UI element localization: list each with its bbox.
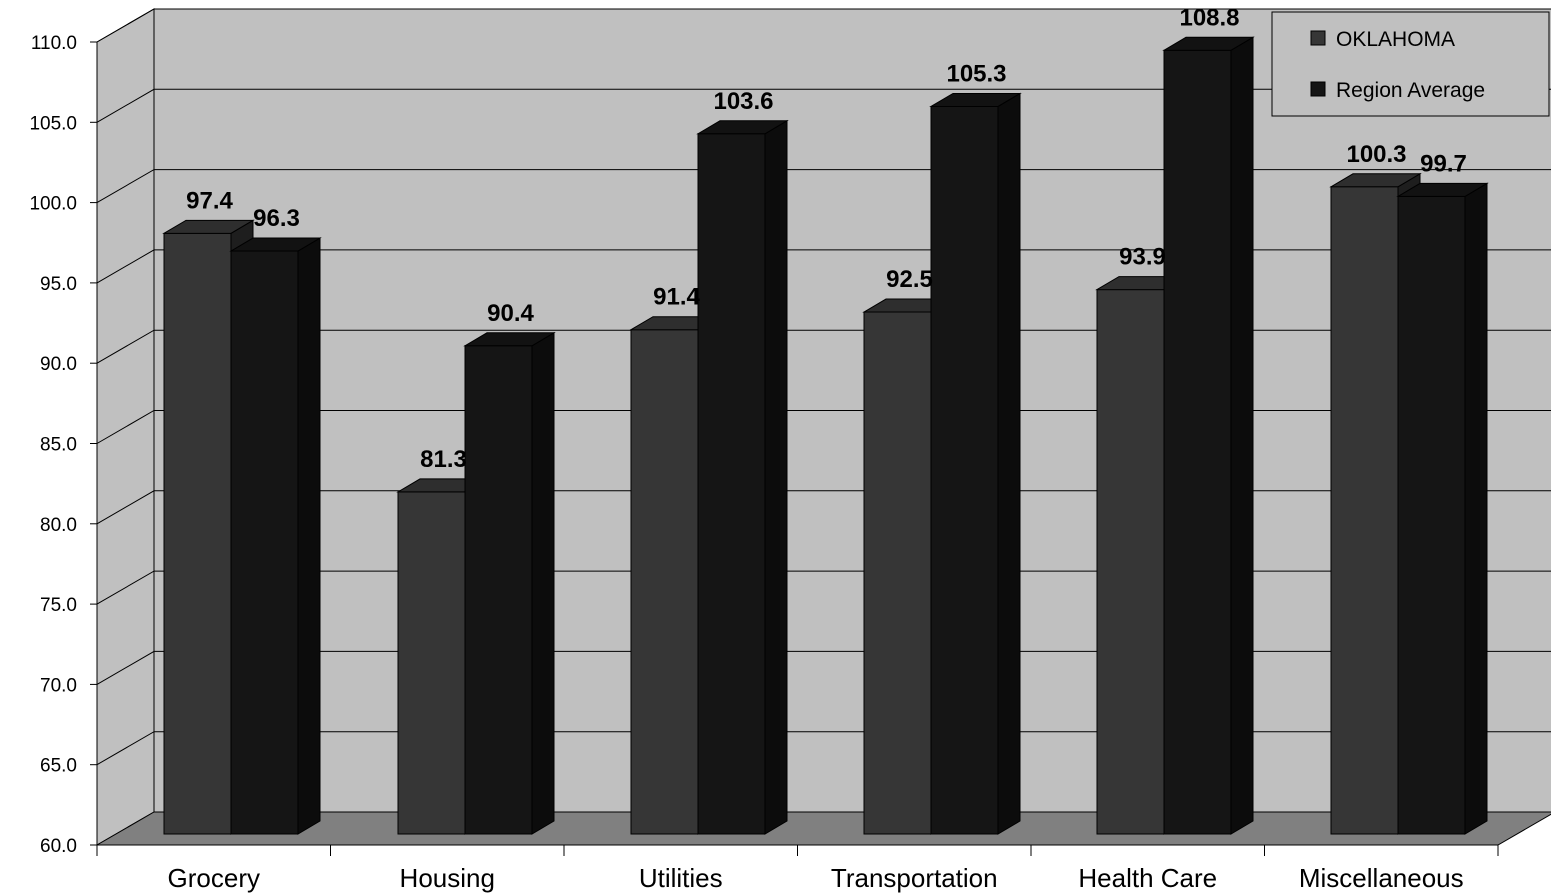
gridline <box>96 249 1551 284</box>
gridlines <box>96 8 1551 766</box>
legend-label-oklahoma: OKLAHOMA <box>1336 28 1455 51</box>
gridline <box>96 570 1551 605</box>
y-tick-label: 85.0 <box>40 435 77 456</box>
category-label: Utilities <box>639 863 723 893</box>
gridline <box>96 410 1551 444</box>
bar-region-average <box>1396 182 1489 835</box>
bar-region-average <box>1162 36 1255 835</box>
category-label: Health Care <box>1078 863 1217 893</box>
y-tick-label: 105.0 <box>29 113 77 134</box>
y-tick-label: 80.0 <box>40 515 77 536</box>
data-labels: 97.4 96.3 81.3 90.4 91.4 103.6 92.5 105.3 93.9 10… <box>186 4 1467 473</box>
legend-label-region-average: Region Average <box>1336 79 1485 102</box>
y-tick-label: 95.0 <box>40 274 77 295</box>
data-label: 97.4 <box>186 187 233 214</box>
data-label: 108.8 <box>1179 4 1239 31</box>
data-label: 100.3 <box>1346 141 1406 168</box>
gridline <box>96 329 1551 364</box>
data-label: 92.5 <box>886 266 933 293</box>
bars <box>162 36 1489 835</box>
y-tick-label: 75.0 <box>40 595 77 616</box>
bar-region-average <box>229 237 322 835</box>
y-tick-label: 65.0 <box>40 756 77 777</box>
gridline <box>96 169 1551 204</box>
data-label: 90.4 <box>487 300 534 327</box>
gridline <box>96 731 1551 766</box>
data-label: 103.6 <box>713 88 773 115</box>
legend-swatch-region-average <box>1310 81 1326 97</box>
gridline <box>96 490 1551 525</box>
data-label: 91.4 <box>653 284 700 311</box>
bar-region-average <box>929 92 1022 835</box>
data-label: 99.7 <box>1420 150 1467 177</box>
legend-box <box>1271 11 1550 117</box>
gridline <box>96 650 1551 685</box>
data-label: 105.3 <box>946 60 1006 87</box>
y-tick-label: 90.0 <box>40 354 77 375</box>
y-tick-label: 70.0 <box>40 675 77 696</box>
bar-region-average <box>696 119 789 835</box>
data-label: 93.9 <box>1119 244 1166 271</box>
legend: OKLAHOMA Region Average <box>1271 11 1550 117</box>
axes: 60.0 65.0 70.0 75.0 80.0 85.0 90.0 95.0 100.0 105… <box>29 33 1499 893</box>
bar-region-average <box>463 331 556 835</box>
category-label: Miscellaneous <box>1299 863 1464 893</box>
category-label: Housing <box>400 863 495 893</box>
data-label: 96.3 <box>253 205 300 232</box>
y-tick-label: 110.0 <box>31 33 77 54</box>
legend-swatch-oklahoma <box>1310 30 1326 46</box>
gridline <box>96 88 1551 123</box>
y-tick-label: 100.0 <box>29 194 77 215</box>
gridline <box>96 8 1551 43</box>
category-label: Transportation <box>831 863 998 893</box>
category-label: Grocery <box>168 863 260 893</box>
data-label: 81.3 <box>420 446 467 473</box>
y-tick-label: 60.0 <box>40 836 77 857</box>
